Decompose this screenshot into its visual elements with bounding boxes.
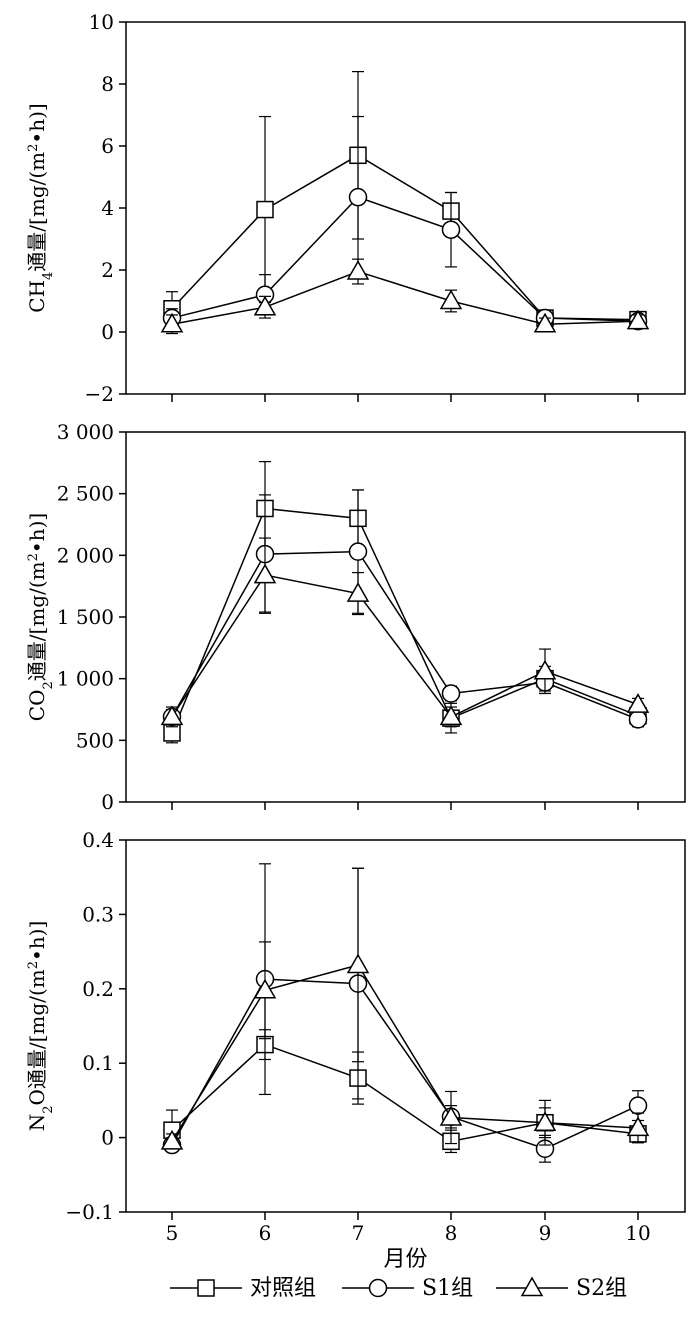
data-point bbox=[348, 187, 368, 207]
plot-frame bbox=[125, 431, 686, 803]
y-tick-label: 8 bbox=[101, 72, 114, 96]
series-3 bbox=[160, 537, 650, 728]
x-tick-label: 7 bbox=[352, 1221, 365, 1245]
series-2 bbox=[162, 115, 648, 331]
series-line bbox=[171, 574, 639, 718]
series-line bbox=[171, 154, 639, 321]
y-tick-label: 6 bbox=[101, 134, 114, 158]
y-tick-label: −2 bbox=[85, 382, 114, 406]
x-tick-label: 9 bbox=[539, 1221, 552, 1245]
y-axis-label: CH4通量/[mg/(m2•h)] bbox=[25, 103, 56, 312]
y-tick-label: −0.1 bbox=[65, 1200, 114, 1224]
series-line bbox=[171, 1043, 639, 1143]
y-axis-label: N2O通量/[mg/(m2•h)] bbox=[25, 921, 56, 1132]
data-point bbox=[626, 309, 650, 330]
y-tick-label: 500 bbox=[76, 728, 114, 752]
data-point bbox=[253, 978, 277, 999]
data-point bbox=[253, 295, 277, 316]
y-tick-label: 3 000 bbox=[57, 420, 114, 444]
data-point bbox=[628, 710, 648, 729]
data-point bbox=[256, 200, 274, 219]
series-line bbox=[171, 196, 639, 322]
data-point bbox=[346, 582, 370, 602]
data-point bbox=[626, 693, 650, 713]
x-tick-label: 10 bbox=[625, 1221, 650, 1245]
y-tick-label: 1 500 bbox=[57, 605, 114, 629]
data-point bbox=[348, 542, 368, 561]
y-tick-label: 4 bbox=[101, 196, 114, 220]
data-point bbox=[439, 1106, 463, 1126]
series-1 bbox=[163, 461, 647, 744]
x-tick-label: 8 bbox=[445, 1221, 458, 1245]
y-tick-label: 1 000 bbox=[57, 667, 114, 691]
plot-frame bbox=[125, 839, 686, 1213]
data-point bbox=[160, 312, 184, 333]
y-tick-label: 0.3 bbox=[82, 902, 114, 926]
y-tick-label: 2 000 bbox=[57, 543, 114, 567]
series-2 bbox=[162, 489, 648, 729]
panel-1: −2 0 2 4 6 8 10 CH4通量/[mg/(m2•h)] bbox=[25, 10, 686, 406]
legend-label: 对照组 bbox=[250, 1276, 316, 1301]
data-point bbox=[441, 220, 461, 239]
data-point bbox=[533, 1111, 557, 1131]
plot-frame bbox=[125, 21, 686, 395]
y-tick-label: 0.1 bbox=[82, 1051, 114, 1075]
legend-label: S1组 bbox=[422, 1276, 473, 1301]
data-point bbox=[533, 312, 557, 333]
legend-item-2: S1组 bbox=[342, 1276, 473, 1301]
series-2 bbox=[162, 863, 648, 1163]
legend: 对照组 S1组 S2组 bbox=[170, 1276, 627, 1301]
legend-marker bbox=[197, 1279, 215, 1297]
y-tick-label: 0.4 bbox=[82, 828, 114, 852]
data-point bbox=[441, 684, 461, 703]
y-tick-label: 0 bbox=[101, 790, 114, 814]
series-3 bbox=[160, 867, 650, 1150]
series-3 bbox=[160, 258, 650, 335]
x-axis-label: 月份 bbox=[383, 1247, 427, 1272]
y-tick-label: 0 bbox=[101, 1126, 114, 1150]
x-tick-label: 5 bbox=[166, 1221, 179, 1245]
series-1 bbox=[163, 1029, 647, 1154]
y-tick-label: 2 bbox=[101, 258, 114, 282]
legend-item-3: S2组 bbox=[496, 1276, 627, 1301]
panel-2: 0 500 1 000 1 500 2 000 2 500 3 000 CO2通量/[mg/(… bbox=[25, 420, 686, 814]
data-point bbox=[439, 705, 463, 726]
legend-label: S2组 bbox=[576, 1276, 627, 1301]
y-axis-label: CO2通量/[mg/(m2•h)] bbox=[25, 513, 56, 721]
legend-marker bbox=[520, 1276, 544, 1297]
series-line bbox=[171, 550, 639, 721]
panel-3: −0.1 0 0.1 0.2 0.3 0.4 N2O通量/[mg/(m2•h)] 5 6 7 8 9 1… bbox=[25, 828, 686, 1272]
y-tick-label: 0 bbox=[101, 320, 114, 344]
data-point bbox=[628, 1096, 648, 1115]
y-tick-label: 2 500 bbox=[57, 482, 114, 506]
data-point bbox=[626, 1116, 650, 1137]
series-line bbox=[171, 978, 639, 1150]
legend-marker bbox=[368, 1278, 388, 1298]
series-1 bbox=[163, 70, 647, 329]
y-tick-label: 0.2 bbox=[82, 977, 114, 1001]
data-point bbox=[160, 1129, 184, 1150]
data-point bbox=[439, 289, 463, 310]
series-line bbox=[171, 964, 639, 1142]
data-point bbox=[533, 659, 557, 680]
data-point bbox=[346, 260, 370, 280]
y-tick-label: 10 bbox=[89, 10, 114, 34]
x-tick-label: 6 bbox=[259, 1221, 272, 1245]
data-point bbox=[346, 953, 370, 974]
series-line bbox=[171, 270, 639, 326]
data-point bbox=[253, 563, 277, 584]
legend-item-1: 对照组 bbox=[170, 1276, 316, 1301]
data-point bbox=[160, 705, 184, 726]
series-line bbox=[171, 507, 639, 734]
